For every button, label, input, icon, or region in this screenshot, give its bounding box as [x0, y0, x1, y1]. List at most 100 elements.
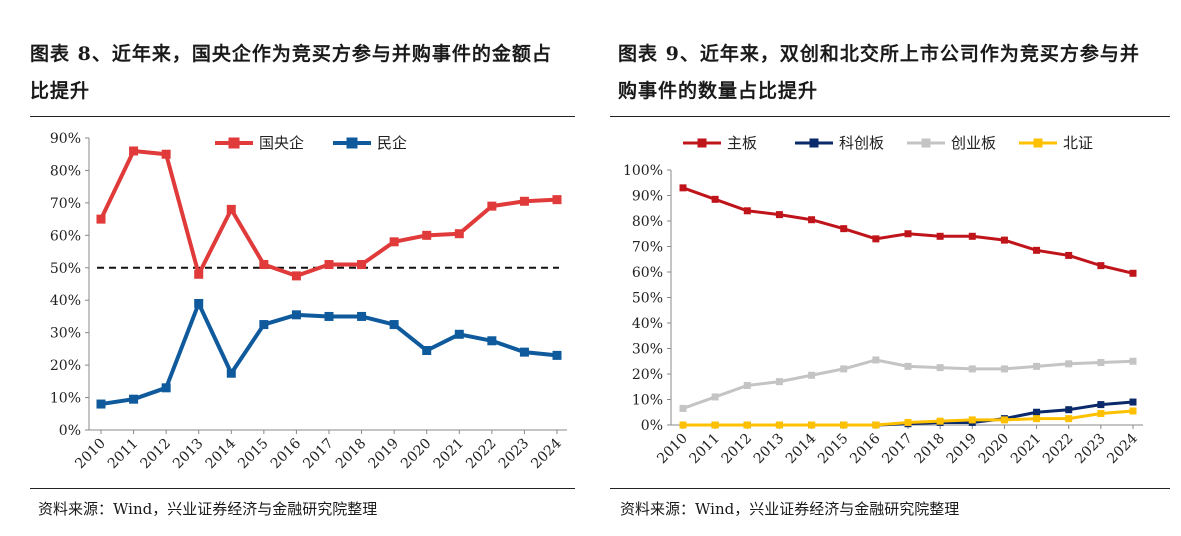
x-tick-label: 2010: [654, 431, 691, 468]
data-point-民企-2017: [324, 311, 334, 321]
y-tick-label: 50%: [50, 261, 81, 277]
x-tick-label: 2023: [496, 436, 533, 473]
legend-label: 创业板: [951, 134, 996, 152]
y-tick-label: 60%: [632, 265, 663, 281]
data-point-北证-2022: [1065, 415, 1073, 423]
data-point-主板-2012: [743, 207, 751, 215]
bottom-rule: [30, 488, 575, 489]
x-tick-label: 2021: [1008, 431, 1045, 468]
data-point-主板-2024: [1129, 269, 1137, 277]
data-point-创业板-2011: [711, 393, 719, 401]
x-tick-label: 2017: [300, 436, 337, 473]
x-tick-label: 2011: [686, 431, 723, 468]
data-point-创业板-2018: [936, 364, 944, 372]
x-tick-label: 2018: [333, 436, 370, 473]
y-tick-label: 70%: [632, 240, 663, 256]
x-tick-label: 2024: [528, 435, 565, 472]
data-point-民企-2014: [226, 368, 236, 378]
data-point-国央企-2022: [487, 201, 497, 211]
x-tick-label: 2022: [463, 436, 500, 473]
chart-panel-left: 图表 8、近年来，国央企作为竞买方参与并购事件的金额占比提升 资料来源：Wind…: [0, 0, 590, 536]
data-point-创业板-2017: [904, 362, 912, 370]
data-point-主板-2010: [679, 184, 687, 192]
x-tick-label: 2014: [783, 430, 820, 467]
data-point-北证-2014: [808, 421, 816, 429]
y-tick-label: 10%: [50, 391, 81, 407]
data-point-创业板-2019: [968, 365, 976, 373]
data-point-北证-2015: [840, 421, 848, 429]
legend-label: 民企: [377, 134, 407, 152]
x-tick-label: 2023: [1072, 431, 1109, 468]
y-tick-label: 0%: [641, 418, 663, 434]
data-point-国央企-2016: [291, 271, 301, 281]
data-point-主板-2021: [1033, 246, 1041, 254]
data-point-创业板-2021: [1033, 362, 1041, 370]
data-point-民企-2021: [454, 329, 464, 339]
data-point-民企-2011: [129, 394, 139, 404]
x-tick-label: 2022: [1040, 431, 1077, 468]
x-tick-label: 2010: [72, 436, 109, 473]
data-point-创业板-2022: [1065, 360, 1073, 368]
y-tick-label: 30%: [50, 326, 81, 342]
data-point-国央企-2012: [161, 149, 171, 159]
data-point-民企-2012: [161, 383, 171, 393]
x-tick-label: 2019: [944, 431, 981, 468]
series-line-国央企: [99, 148, 558, 278]
data-point-民企-2022: [487, 336, 497, 346]
data-point-国央企-2024: [552, 195, 562, 205]
line-chart-1: 0%10%20%30%40%50%60%70%80%90%20102011201…: [50, 131, 567, 472]
legend-swatch-marker: [1033, 138, 1043, 148]
data-point-创业板-2015: [840, 365, 848, 373]
data-point-主板-2018: [936, 232, 944, 240]
data-point-主板-2017: [904, 230, 912, 238]
data-point-主板-2022: [1065, 251, 1073, 259]
data-point-创业板-2014: [808, 371, 816, 379]
y-tick-label: 70%: [50, 196, 81, 212]
x-tick-label: 2016: [847, 430, 884, 467]
y-tick-label: 20%: [50, 358, 81, 374]
data-point-民企-2018: [357, 311, 367, 321]
data-point-国央企-2018: [357, 260, 367, 270]
x-tick-label: 2011: [105, 436, 142, 473]
data-point-主板-2019: [968, 232, 976, 240]
y-tick-label: 50%: [632, 291, 663, 307]
data-point-主板-2016: [872, 235, 880, 243]
data-point-北证-2012: [743, 421, 751, 429]
legend-label: 国央企: [259, 134, 304, 152]
y-tick-label: 0%: [59, 423, 81, 439]
data-point-国央企-2019: [389, 237, 399, 247]
data-point-国央企-2011: [129, 146, 139, 156]
data-point-创业板-2016: [872, 356, 880, 364]
data-point-创业板-2020: [1000, 365, 1008, 373]
data-point-国央企-2014: [226, 204, 236, 214]
data-point-北证-2013: [775, 421, 783, 429]
source-note: 资料来源：Wind，兴业证券经济与金融研究院整理: [620, 500, 960, 518]
y-tick-label: 10%: [632, 393, 663, 409]
data-point-创业板-2012: [743, 381, 751, 389]
data-point-国央企-2021: [454, 229, 464, 239]
chart-panel-right: 图表 9、近年来，双创和北交所上市公司作为竞买方参与并购事件的数量占比提升 资料…: [598, 0, 1181, 536]
data-point-北证-2011: [711, 421, 719, 429]
line-chart-2: 0%10%20%30%40%50%60%70%80%90%100%2010201…: [623, 134, 1143, 467]
legend-swatch-marker: [697, 138, 707, 148]
y-tick-label: 30%: [632, 342, 663, 358]
data-point-创业板-2023: [1097, 359, 1105, 367]
data-point-国央企-2020: [422, 230, 432, 240]
y-tick-label: 40%: [632, 316, 663, 332]
data-point-民企-2013: [194, 298, 204, 308]
x-tick-label: 2018: [911, 431, 948, 468]
y-tick-label: 90%: [50, 131, 81, 147]
data-point-创业板-2013: [775, 378, 783, 386]
data-point-民企-2010: [96, 399, 106, 409]
source-note: 资料来源：Wind，兴业证券经济与金融研究院整理: [38, 500, 378, 518]
top-rule: [30, 116, 575, 117]
data-point-北证-2019: [968, 416, 976, 424]
data-point-北证-2020: [1000, 416, 1008, 424]
x-tick-label: 2017: [879, 431, 916, 468]
legend-swatch-marker: [921, 138, 931, 148]
legend-label: 主板: [727, 134, 757, 152]
x-tick-label: 2015: [235, 436, 272, 473]
x-tick-label: 2019: [365, 436, 402, 473]
x-tick-label: 2020: [976, 431, 1013, 468]
